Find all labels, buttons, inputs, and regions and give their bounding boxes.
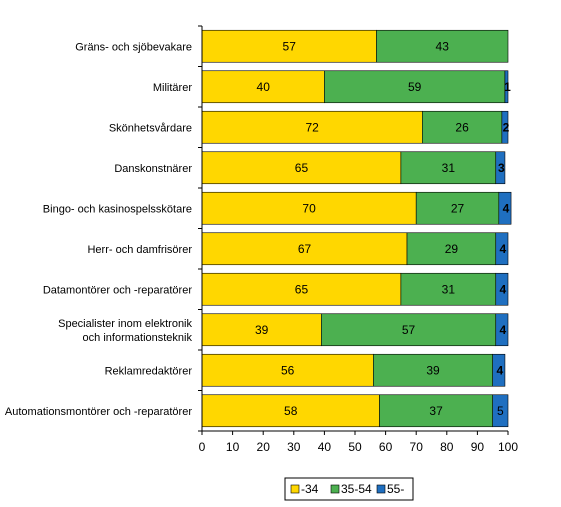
- bar-segment-35-54: [373, 353, 493, 387]
- bar-segment-35-54: [324, 70, 506, 104]
- data-label: 2: [503, 120, 510, 134]
- category-label: Danskonstnärer: [114, 163, 192, 175]
- data-label: 57: [283, 39, 297, 53]
- bar-segment--34: [201, 394, 380, 428]
- bar-segment-55-: [495, 313, 509, 347]
- legend-swatch: [330, 484, 340, 494]
- data-label: 58: [284, 404, 298, 418]
- x-tick-label: 50: [348, 440, 362, 454]
- bar-segment-35-54: [400, 151, 497, 185]
- bar-segment--34: [201, 110, 423, 144]
- data-label: 27: [451, 201, 465, 215]
- bar-segment-35-54: [379, 394, 494, 428]
- data-label: 31: [442, 282, 456, 296]
- category-label: Bingo- och kasinospelsskötare: [43, 203, 192, 215]
- data-label: 31: [442, 161, 456, 175]
- data-label: 5: [497, 404, 504, 418]
- data-label: 39: [426, 363, 440, 377]
- legend-label: -34: [301, 482, 319, 496]
- data-label: 4: [500, 282, 507, 296]
- data-label: 65: [295, 161, 309, 175]
- legend-swatch: [290, 484, 300, 494]
- x-tick-label: 80: [440, 440, 454, 454]
- data-label: 1: [504, 80, 511, 94]
- x-tick-label: 10: [226, 440, 240, 454]
- category-label: Gräns- och sjöbevakare: [75, 41, 192, 53]
- data-label: 29: [445, 242, 459, 256]
- x-tick-label: 0: [199, 440, 206, 454]
- data-label: 4: [500, 242, 507, 256]
- bar-segment-55-: [498, 191, 512, 225]
- data-label: 4: [496, 363, 503, 377]
- bar-segment--34: [201, 313, 322, 347]
- axes: 0 10 20 30 40 50 60 70 80 90 100: [198, 25, 518, 454]
- bar-segment--34: [201, 70, 325, 104]
- bar-segment-55-: [495, 272, 509, 306]
- data-label: 4: [503, 201, 510, 215]
- data-label: 57: [402, 323, 416, 337]
- x-tick-label: 60: [379, 440, 393, 454]
- data-label: 3: [498, 161, 505, 175]
- data-label: 67: [298, 242, 312, 256]
- x-tick-label: 40: [318, 440, 332, 454]
- x-tick-label: 20: [257, 440, 271, 454]
- data-label: 59: [408, 80, 422, 94]
- category-labels: Gräns- och sjöbevakare Militärer Skönhetsv…: [5, 41, 193, 418]
- bar-segment--34: [201, 151, 402, 185]
- category-label: Automationsmontörer och -reparatörer: [5, 406, 192, 418]
- bar-segment-55-: [501, 110, 509, 144]
- data-label: 70: [302, 201, 316, 215]
- data-label: 39: [255, 323, 269, 337]
- bar-segment-55-: [492, 353, 506, 387]
- data-label: 26: [455, 120, 469, 134]
- category-label: Reklamredaktörer: [105, 365, 193, 377]
- category-label: Militärer: [153, 82, 192, 94]
- data-label: 40: [257, 80, 271, 94]
- category-label: Specialister inom elektronik och informat…: [58, 318, 192, 344]
- category-label: Herr- och damfrisörer: [87, 244, 192, 256]
- bar-segment-35-54: [406, 232, 497, 266]
- legend: -34 35-54 55-: [284, 477, 414, 501]
- bar-segment-35-54: [422, 110, 503, 144]
- bar-segment-55-: [504, 70, 509, 104]
- data-label: 56: [281, 363, 295, 377]
- data-label: 4: [500, 323, 507, 337]
- legend-label: 55-: [387, 482, 404, 496]
- bar-segment-55-: [492, 394, 509, 428]
- bar-segment--34: [201, 353, 374, 387]
- bar-segment-35-54: [415, 191, 500, 225]
- bar-segment-35-54: [376, 29, 509, 63]
- data-label: 72: [305, 120, 319, 134]
- x-tick-label: 90: [471, 440, 485, 454]
- bar-segment--34: [201, 232, 408, 266]
- bar-segment--34: [201, 29, 377, 63]
- bar-segment-55-: [495, 151, 506, 185]
- data-label: 37: [429, 404, 443, 418]
- legend-label: 35-54: [341, 482, 372, 496]
- bar-segment-35-54: [321, 313, 497, 347]
- legend-swatch: [376, 484, 386, 494]
- bar-segment--34: [201, 272, 402, 306]
- bar-segment--34: [201, 191, 417, 225]
- bar-segment-55-: [495, 232, 509, 266]
- x-tick-label: 100: [498, 440, 518, 454]
- x-tick-label: 30: [287, 440, 301, 454]
- data-label: 43: [436, 39, 450, 53]
- data-label: 65: [295, 282, 309, 296]
- x-tick-label: 70: [410, 440, 424, 454]
- category-label: Datamontörer och -reparatörer: [43, 284, 193, 296]
- bars: 57 43 40 59 1 72 26 2 65 31 3 70 27 4 67 29 4 65 31 4 39 57 4 5…: [201, 29, 512, 428]
- bar-segment-35-54: [400, 272, 497, 306]
- legend-box: [284, 477, 414, 501]
- category-label: Skönhetsvårdare: [109, 122, 192, 134]
